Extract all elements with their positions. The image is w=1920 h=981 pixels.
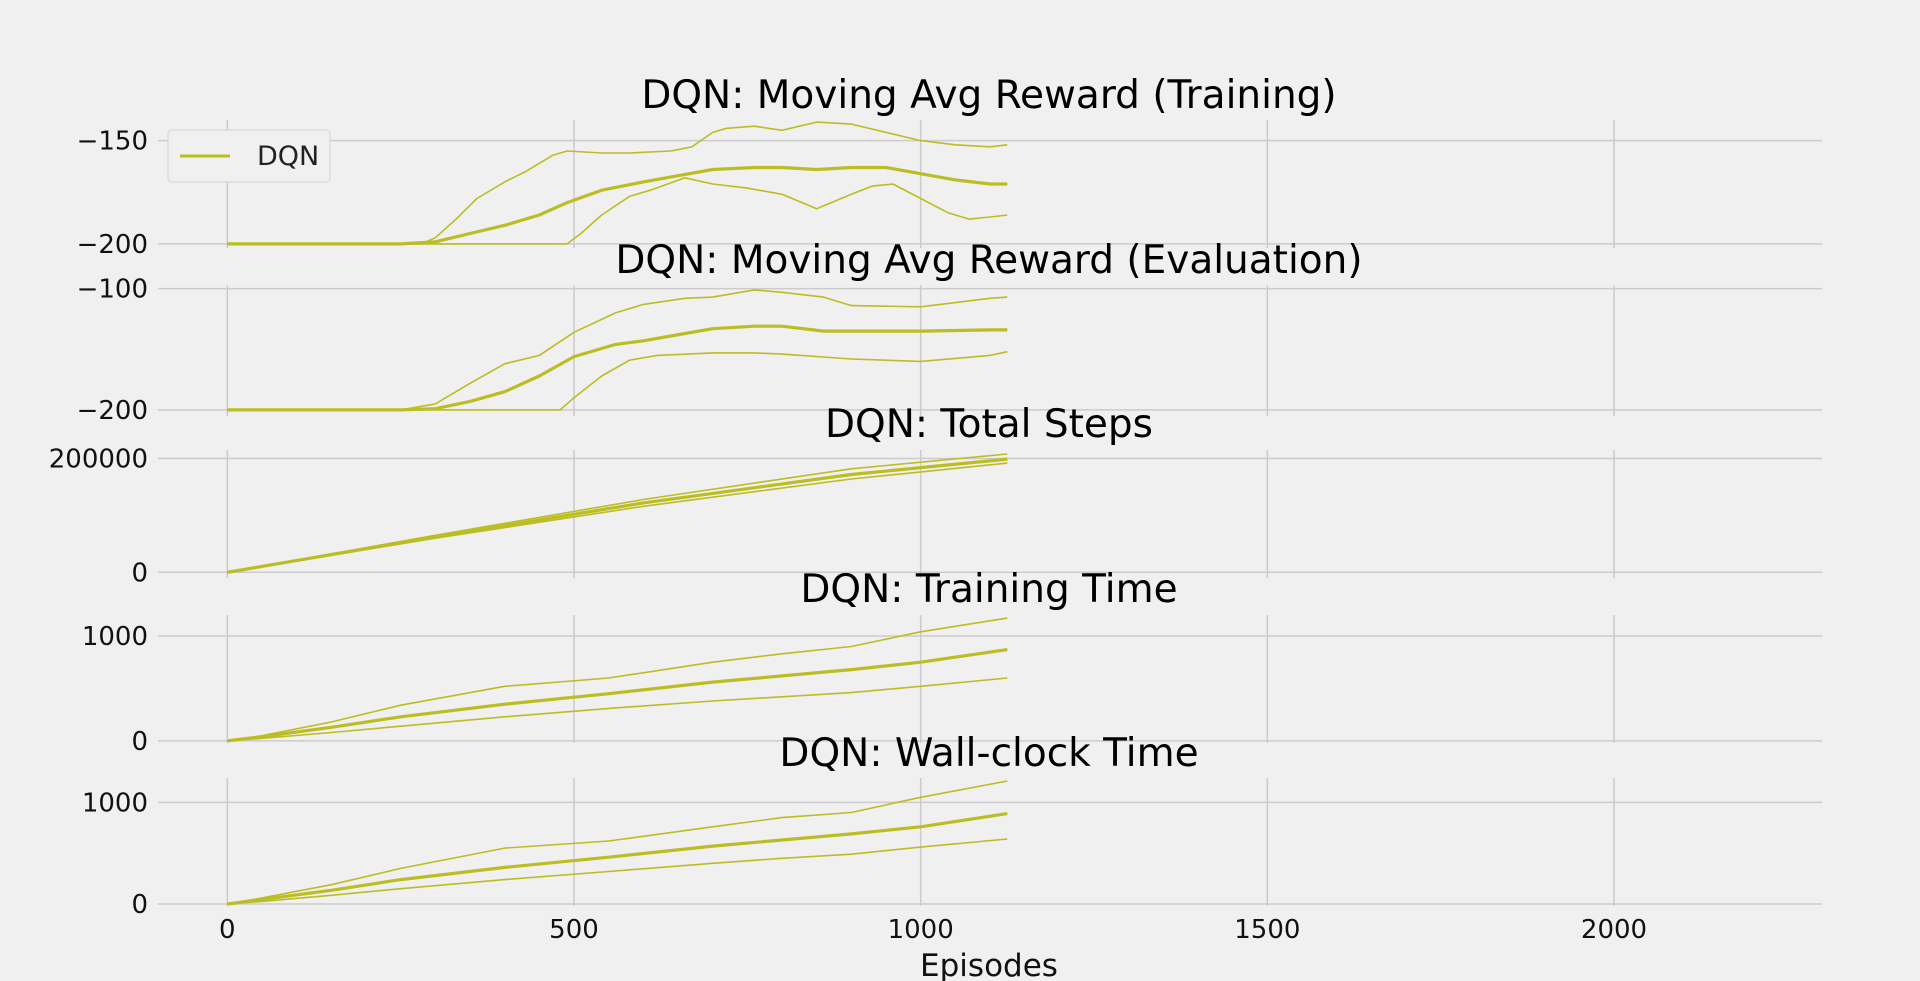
y-tick-label: 0	[131, 890, 148, 920]
x-tick-label: 1000	[888, 915, 954, 945]
panel-title: DQN: Total Steps	[825, 402, 1153, 447]
y-tick-label: 0	[131, 558, 148, 588]
y-tick-label: 0	[131, 727, 148, 757]
series-line-max	[227, 617, 1008, 742]
y-tick-label: −200	[77, 396, 148, 426]
panel-title: DQN: Moving Avg Reward (Training)	[641, 73, 1336, 118]
x-tick-label: 2000	[1581, 915, 1647, 945]
series-line-min	[227, 462, 1008, 574]
series-line-max	[227, 289, 1008, 411]
panel-1: −150 −200 DQN: Moving Avg Reward (Training…	[77, 73, 1822, 260]
series-line-min	[227, 177, 1008, 245]
series-line-max	[227, 121, 1008, 245]
x-axis-label: Episodes	[920, 948, 1058, 981]
legend-box	[167, 129, 331, 183]
series-line-min	[227, 350, 1008, 411]
panel-title: DQN: Moving Avg Reward (Evaluation)	[615, 238, 1362, 283]
panel-5: 1000 0 DQN: Wall-clock Time	[82, 731, 1822, 920]
x-tick-label: 500	[549, 915, 599, 945]
y-tick-label: 200000	[49, 445, 148, 475]
panel-2: −100 −200 DQN: Moving Avg Reward (Evaluati…	[77, 238, 1822, 426]
series-line-max	[227, 780, 1008, 905]
y-tick-label: −150	[77, 127, 148, 157]
y-tick-label: 1000	[82, 788, 148, 818]
legend-label: DQN	[257, 141, 319, 172]
panel-title: DQN: Wall-clock Time	[779, 731, 1198, 776]
legend: DQN	[167, 129, 331, 183]
series-line-mean	[227, 457, 1008, 574]
series-line-min	[227, 677, 1008, 742]
panel-3: 200000 0 DQN: Total Steps	[49, 402, 1822, 588]
series-line-mean	[227, 648, 1008, 743]
series-line-mean	[227, 812, 1008, 906]
y-tick-label: 1000	[82, 622, 148, 652]
series-line-mean	[227, 324, 1008, 412]
x-tick-label: 0	[219, 915, 236, 945]
panel-title: DQN: Training Time	[800, 567, 1177, 612]
series-line-min	[227, 838, 1008, 905]
y-tick-label: −100	[77, 275, 148, 305]
y-tick-label: −200	[77, 230, 148, 260]
series-line-mean	[227, 165, 1008, 246]
x-tick-label: 1500	[1234, 915, 1300, 945]
panel-4: 1000 0 DQN: Training Time	[82, 567, 1822, 757]
